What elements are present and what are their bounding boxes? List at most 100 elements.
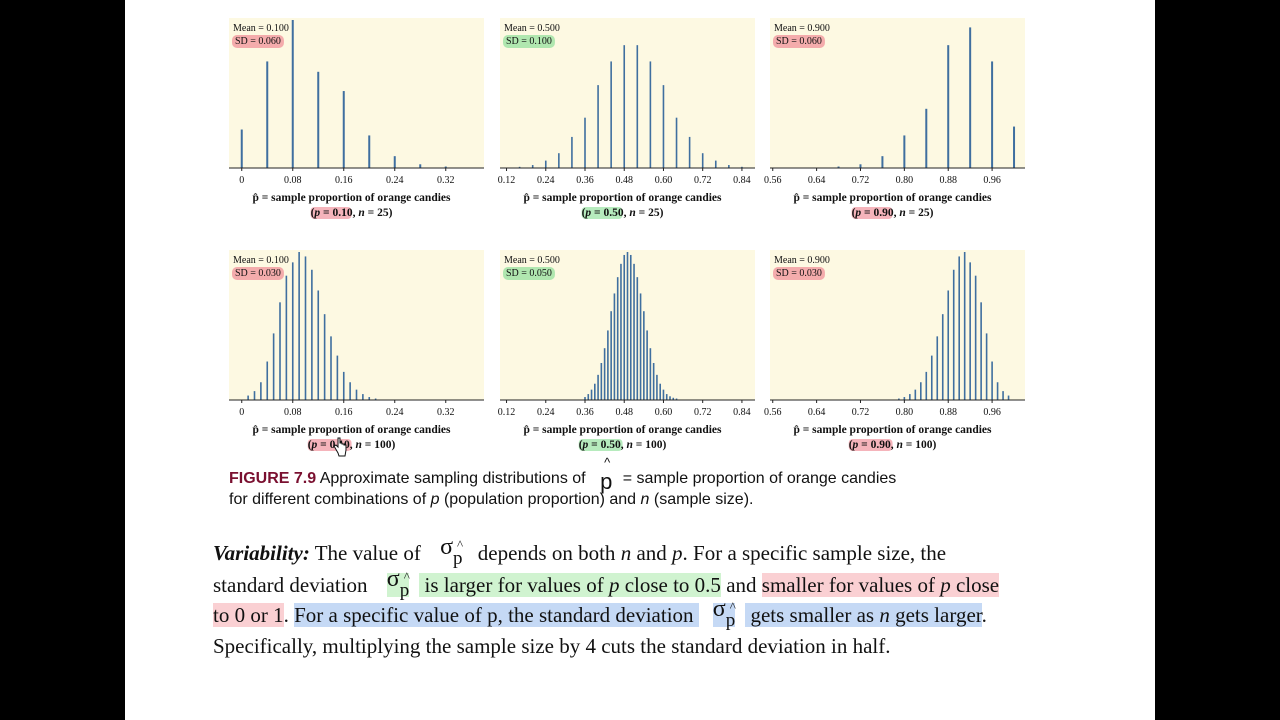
- sd-label: SD = 0.030: [776, 268, 822, 279]
- bar-18: [362, 394, 364, 400]
- text-segment-6: gets larger: [889, 603, 982, 627]
- bar-0: [837, 166, 840, 168]
- bar-1: [266, 61, 269, 168]
- bar-17: [355, 389, 358, 400]
- bar-4: [558, 153, 560, 168]
- bar-0: [247, 395, 249, 400]
- params-label: (p = 0.50, n = 100): [579, 439, 667, 451]
- bar-12: [323, 314, 326, 400]
- tick-label-1: 0.64: [808, 407, 826, 418]
- bar-10: [311, 269, 313, 400]
- text-segment-1: The value of: [309, 541, 427, 565]
- params-highlight: [848, 439, 893, 451]
- text-segment-4: close to 0.5: [619, 573, 721, 597]
- bar-1: [253, 391, 256, 400]
- bar-2: [590, 389, 593, 400]
- bar-15: [701, 153, 704, 168]
- bar-15: [633, 263, 635, 400]
- text-segment-1: .: [283, 603, 295, 627]
- params-label: (p = 0.90, n = 100): [849, 439, 937, 451]
- bar-6: [584, 117, 586, 168]
- bar-20: [1007, 395, 1010, 400]
- tick-label-2: 0.36: [576, 407, 594, 418]
- tick-label-2: 0.16: [335, 175, 353, 186]
- sd-highlight: [773, 35, 825, 48]
- text-segment-3: depends on both: [472, 541, 621, 565]
- tick-label-1: 0.08: [284, 175, 302, 186]
- caption-text-post: = sample proportion of orange candies: [622, 470, 897, 487]
- bar-6: [285, 275, 288, 400]
- bar-24: [662, 389, 665, 400]
- bar-2: [881, 156, 884, 168]
- tick-label-2: 0.16: [335, 407, 353, 418]
- bar-3: [266, 361, 269, 400]
- text-segment-5: and: [631, 541, 673, 565]
- bar-4: [272, 333, 275, 400]
- tick-label-2: 0.72: [852, 175, 870, 186]
- bar-3: [594, 383, 596, 400]
- bar-11: [958, 256, 960, 400]
- tick-label-0: 0: [239, 407, 244, 418]
- chart-p010-n25: 0 0.08 0.16 0.24 0.32 Mean = 0.100 SD = 0.060 p…: [229, 18, 484, 219]
- bar-7: [936, 336, 939, 400]
- tick-label-4: 0.60: [655, 175, 673, 186]
- bar-20: [649, 348, 652, 400]
- sd-highlight: [232, 35, 284, 48]
- tick-label-0: 0.12: [498, 175, 516, 186]
- bar-8: [610, 61, 612, 168]
- bar-22: [656, 374, 658, 400]
- bar-1: [903, 397, 906, 400]
- bar-9: [613, 293, 616, 400]
- body-line-4: Specifically, multiplying the sample siz…: [213, 634, 891, 658]
- bar-1: [518, 166, 521, 168]
- bar-0: [240, 129, 243, 168]
- bar-6: [930, 355, 933, 400]
- sigma-p-hat-symbol: σp: [386, 562, 409, 601]
- bar-0: [584, 397, 586, 400]
- bar-26: [669, 396, 671, 400]
- bar-6: [393, 156, 396, 168]
- params-label: (p = 0.10, n = 25): [311, 207, 393, 219]
- bar-5: [571, 136, 573, 168]
- bar-7: [607, 330, 609, 400]
- sd-label: SD = 0.030: [235, 268, 281, 279]
- bar-9: [947, 290, 950, 400]
- bar-4: [920, 382, 922, 400]
- sigma-p-hat-symbol: σp: [440, 530, 463, 569]
- bar-10: [636, 45, 639, 168]
- bar-14: [974, 275, 977, 400]
- bar-13: [675, 117, 678, 168]
- tick-label-6: 0.84: [733, 407, 751, 418]
- bar-14: [629, 254, 632, 400]
- body-line-3: to 0 or 1. For a specific value of p, th…: [213, 592, 987, 632]
- bar-6: [969, 27, 972, 169]
- bar-17: [728, 165, 730, 168]
- bar-10: [952, 269, 955, 400]
- mean-label: Mean = 0.500: [504, 23, 560, 34]
- text-segment-7: . For a specific sample size, the: [682, 541, 947, 565]
- bar-7: [419, 164, 422, 168]
- bar-6: [603, 348, 606, 400]
- params-highlight: [581, 207, 623, 219]
- bar-11: [620, 263, 622, 400]
- bar-1: [587, 394, 590, 400]
- x-axis-label: p̂ = sample proportion of orange candies: [523, 424, 722, 436]
- bar-13: [626, 252, 629, 400]
- chart-p090-n100: 0.56 0.64 0.72 0.80 0.88 0.96 Mean = 0.900 SD =…: [764, 250, 1025, 451]
- tick-label-5: 0.96: [983, 407, 1001, 418]
- tick-label-6: 0.84: [733, 175, 751, 186]
- caption-phat-symbol: p: [600, 455, 612, 495]
- x-axis-label: p̂ = sample proportion of orange candies: [252, 424, 451, 436]
- text-segment-2: is larger for values of: [419, 573, 609, 597]
- tick-label-2: 0.36: [576, 175, 594, 186]
- bar-23: [659, 383, 661, 400]
- tick-label-4: 0.88: [939, 407, 957, 418]
- bar-20: [374, 398, 377, 400]
- sd-highlight: [503, 267, 555, 280]
- text-segment-0: Variability:: [213, 541, 310, 565]
- chart-p010-n100: 0 0.08 0.16 0.24 0.32 Mean = 0.100 SD = 0.030 p…: [229, 250, 484, 451]
- tick-label-1: 0.08: [284, 407, 302, 418]
- bar-3: [903, 135, 906, 168]
- bar-18: [741, 166, 743, 168]
- sd-highlight: [773, 267, 825, 280]
